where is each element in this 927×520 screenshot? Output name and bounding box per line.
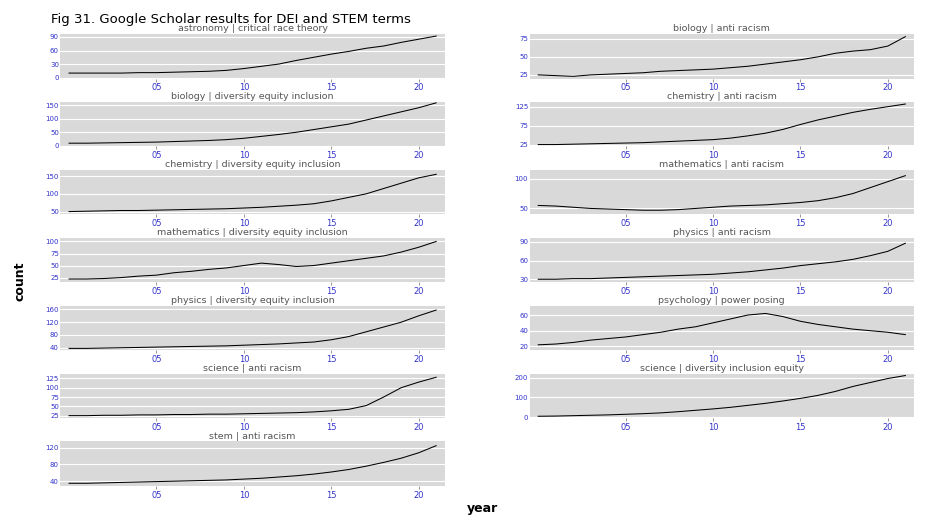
Text: year: year [466, 502, 498, 515]
Title: chemistry | diversity equity inclusion: chemistry | diversity equity inclusion [165, 160, 340, 169]
Title: psychology | power posing: psychology | power posing [658, 296, 784, 305]
Title: biology | anti racism: biology | anti racism [673, 24, 769, 33]
Title: biology | diversity equity inclusion: biology | diversity equity inclusion [171, 92, 334, 101]
Title: mathematics | diversity equity inclusion: mathematics | diversity equity inclusion [157, 228, 348, 237]
Title: astronomy | critical race theory: astronomy | critical race theory [177, 24, 327, 33]
Title: science | diversity inclusion equity: science | diversity inclusion equity [639, 364, 803, 373]
Title: chemistry | anti racism: chemistry | anti racism [667, 92, 776, 101]
Text: Fig 31. Google Scholar results for DEI and STEM terms: Fig 31. Google Scholar results for DEI a… [51, 13, 411, 26]
Title: physics | anti racism: physics | anti racism [672, 228, 770, 237]
Title: stem | anti racism: stem | anti racism [210, 432, 296, 441]
Title: physics | diversity equity inclusion: physics | diversity equity inclusion [171, 296, 334, 305]
Text: count: count [14, 261, 27, 301]
Title: mathematics | anti racism: mathematics | anti racism [658, 160, 783, 169]
Title: science | anti racism: science | anti racism [203, 364, 301, 373]
